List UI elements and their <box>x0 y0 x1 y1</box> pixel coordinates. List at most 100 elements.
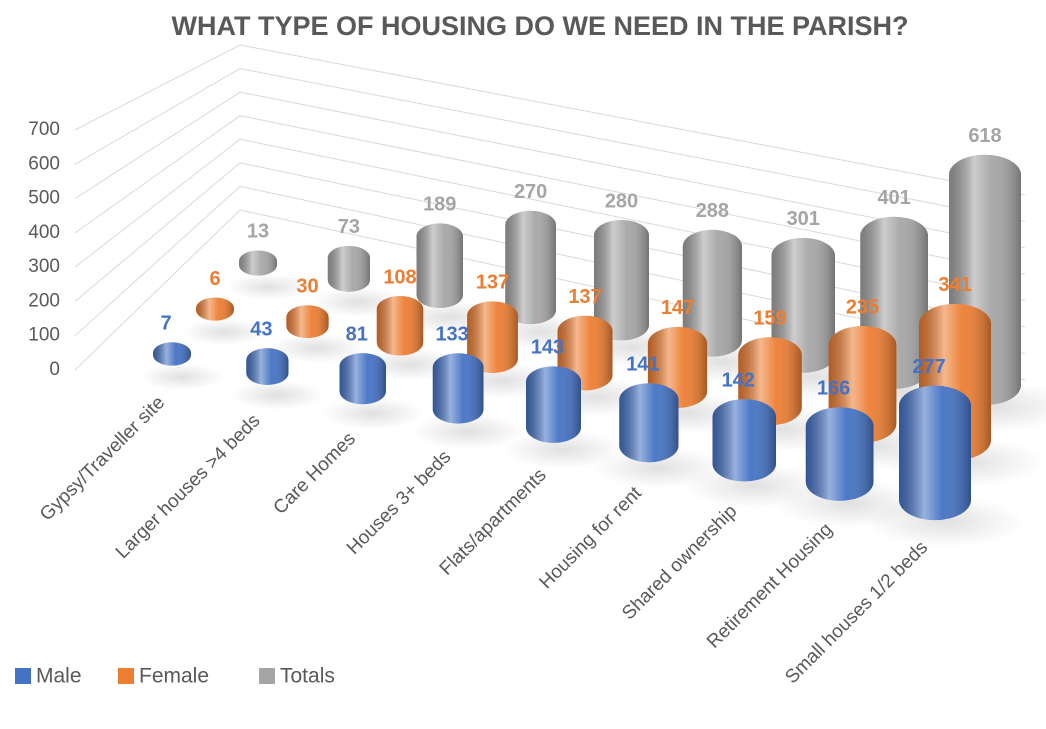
bar-highlight <box>416 223 463 309</box>
value-label: 159 <box>753 308 786 330</box>
grid-line <box>74 185 1026 355</box>
x-tick-label: Flats/apartments <box>436 465 551 580</box>
bar <box>526 366 581 443</box>
legend-label: Totals <box>280 665 335 688</box>
y-tick-label: 200 <box>28 290 60 311</box>
value-label: 618 <box>968 125 1001 147</box>
bar-highlight <box>505 210 556 325</box>
bar <box>376 296 424 356</box>
value-label: 43 <box>250 318 272 340</box>
bar-highlight <box>432 353 484 424</box>
value-label: 341 <box>938 274 971 296</box>
value-label: 401 <box>877 187 910 209</box>
bar-highlight <box>712 399 776 482</box>
value-label: 277 <box>912 356 945 378</box>
bar <box>682 229 742 357</box>
bar-highlight <box>327 245 370 292</box>
bar-highlight <box>682 229 742 357</box>
value-label: 137 <box>568 286 601 308</box>
value-label: 301 <box>787 208 820 230</box>
bar <box>432 353 484 424</box>
value-label: 142 <box>722 369 755 391</box>
bar <box>339 353 386 405</box>
value-label: 81 <box>346 323 368 345</box>
bar <box>619 383 679 463</box>
value-label: 270 <box>514 181 547 203</box>
shadow <box>503 430 624 469</box>
bar <box>153 342 191 366</box>
legend-swatch <box>118 668 134 684</box>
legend-swatch <box>15 668 31 684</box>
x-tick-label: Care Homes <box>270 428 360 518</box>
value-label: 7 <box>160 313 171 335</box>
value-label: 166 <box>817 378 850 400</box>
legend-swatch <box>259 668 275 684</box>
y-tick-label: 700 <box>28 119 60 140</box>
y-tick-label: 500 <box>28 188 60 209</box>
bar <box>327 245 370 292</box>
value-label: 108 <box>383 266 416 288</box>
bar <box>239 250 277 276</box>
y-tick-label: 0 <box>49 359 60 380</box>
grid-line <box>74 68 1026 222</box>
bar <box>712 399 776 482</box>
bar-highlight <box>619 383 679 463</box>
bar-highlight <box>771 237 835 373</box>
bar-highlight <box>246 348 289 385</box>
shadow <box>140 363 224 391</box>
value-label: 73 <box>338 216 360 238</box>
bar-highlight <box>339 353 386 405</box>
x-tick-label: Housing for rent <box>536 482 647 593</box>
shadow <box>226 273 310 301</box>
bar <box>594 220 649 341</box>
bar <box>771 237 835 373</box>
x-tick-label: Gypsy/Traveller site <box>36 392 169 525</box>
value-label: 137 <box>476 272 509 294</box>
legend-label: Male <box>36 665 82 688</box>
value-label: 288 <box>696 200 729 222</box>
shadow <box>412 413 524 450</box>
value-label: 147 <box>661 297 694 319</box>
shadow <box>271 333 364 364</box>
bar <box>899 385 971 521</box>
bar <box>505 210 556 325</box>
value-label: 6 <box>209 268 220 290</box>
bar-highlight <box>526 366 581 443</box>
bar-highlight <box>153 342 191 366</box>
x-tick-label: Houses 3+ beds <box>343 447 455 559</box>
value-label: 133 <box>435 324 468 346</box>
value-label: 141 <box>626 353 659 375</box>
bar-highlight <box>594 220 649 341</box>
bar-highlight <box>467 301 518 373</box>
bar <box>805 407 874 501</box>
value-label: 235 <box>846 296 879 318</box>
grid-line <box>74 44 1026 196</box>
y-tick-label: 100 <box>28 325 60 346</box>
y-tick-label: 400 <box>28 222 60 243</box>
bar <box>467 301 518 373</box>
value-label: 280 <box>605 190 638 212</box>
value-label: 189 <box>423 194 456 216</box>
bar <box>246 348 289 385</box>
y-tick-label: 600 <box>28 153 60 174</box>
bar <box>286 305 329 339</box>
shadow <box>183 318 267 346</box>
shadow <box>321 396 424 430</box>
grid-line <box>74 138 1026 302</box>
grid-line <box>74 115 1026 275</box>
bar <box>196 297 234 321</box>
grid-line <box>74 91 1026 249</box>
bar-highlight <box>196 297 234 321</box>
grid-line <box>74 162 1026 328</box>
shadow <box>230 380 324 410</box>
chart-title: WHAT TYPE OF HOUSING DO WE NEED IN THE P… <box>171 11 908 41</box>
y-tick-label: 300 <box>28 256 60 277</box>
bar-highlight <box>899 385 971 521</box>
bar-highlight <box>239 250 277 276</box>
x-tick-label: Shared ownership <box>618 501 741 624</box>
value-label: 30 <box>296 276 318 298</box>
grid-line <box>74 209 1026 381</box>
bar-highlight <box>376 296 424 356</box>
value-label: 143 <box>531 337 564 359</box>
